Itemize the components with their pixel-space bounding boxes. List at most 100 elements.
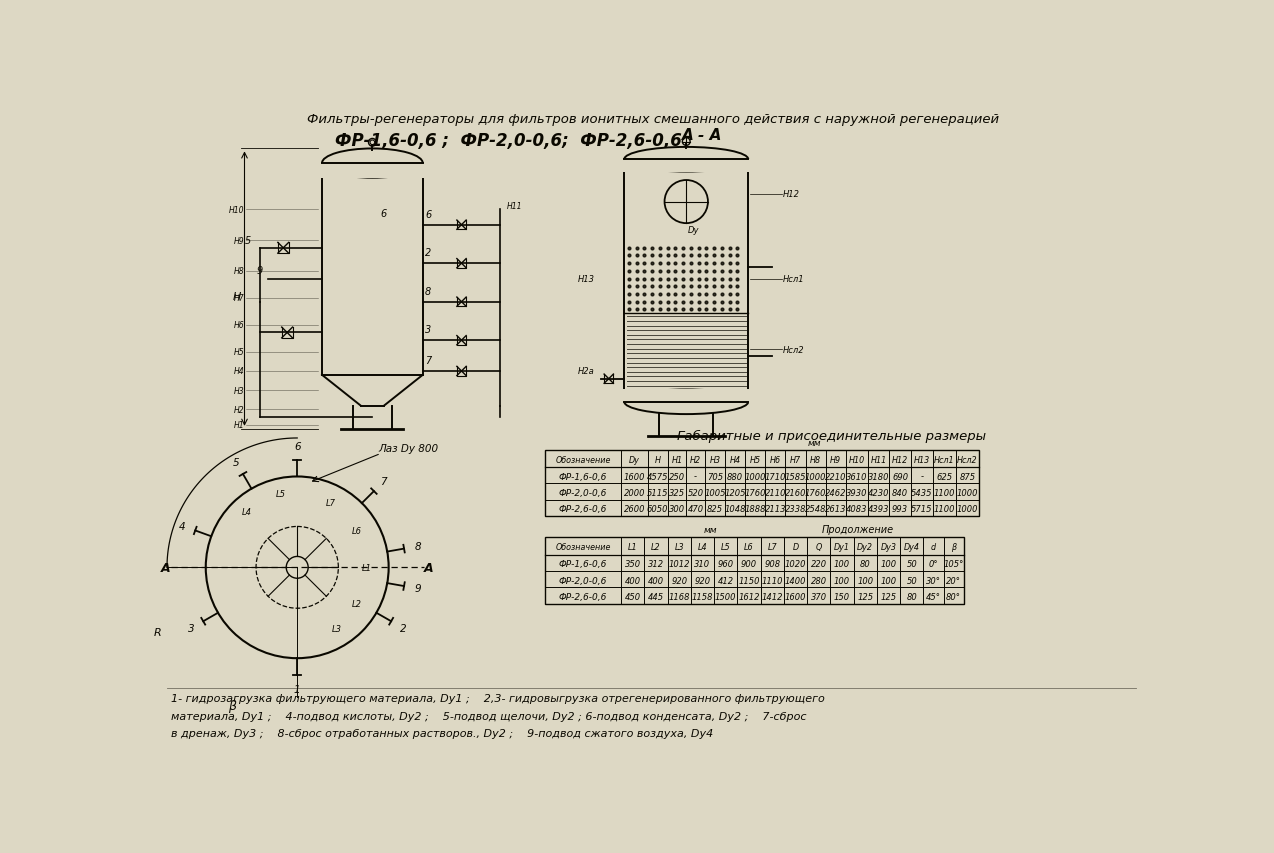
Text: 280: 280 <box>810 576 827 585</box>
Text: H8: H8 <box>810 456 822 464</box>
Text: 2160: 2160 <box>785 488 806 497</box>
Text: 6: 6 <box>426 209 432 219</box>
Text: H6: H6 <box>769 456 781 464</box>
Text: β: β <box>952 543 957 552</box>
Text: 7: 7 <box>381 477 387 487</box>
Text: 80: 80 <box>860 560 870 569</box>
Text: 300: 300 <box>669 504 685 514</box>
Text: 8: 8 <box>426 287 432 296</box>
Text: 2548: 2548 <box>805 504 827 514</box>
Bar <box>623 160 750 172</box>
Text: материала, Dy1 ;    4-подвод кислоты, Dy2 ;    5-подвод щелочи, Dy2 ; 6-подвод к: материала, Dy1 ; 4-подвод кислоты, Dy2 ;… <box>171 711 806 721</box>
Text: H7: H7 <box>790 456 801 464</box>
Text: 1: 1 <box>294 684 301 694</box>
Text: 100: 100 <box>880 560 897 569</box>
Text: H11: H11 <box>870 456 887 464</box>
Bar <box>322 164 423 375</box>
Text: 100: 100 <box>857 576 874 585</box>
Text: H2: H2 <box>691 456 701 464</box>
Text: ФР-2,6-0,6: ФР-2,6-0,6 <box>559 592 608 601</box>
Text: Габаритные и присоединительные размеры: Габаритные и присоединительные размеры <box>678 429 986 443</box>
Text: 4230: 4230 <box>868 488 889 497</box>
Text: Обозначение: Обозначение <box>555 456 610 464</box>
Text: 105°: 105° <box>944 560 964 569</box>
Text: 1012: 1012 <box>669 560 691 569</box>
Text: 1100: 1100 <box>934 488 956 497</box>
Circle shape <box>369 141 375 145</box>
Text: 920: 920 <box>694 576 711 585</box>
Text: 2600: 2600 <box>623 504 645 514</box>
Text: H11: H11 <box>507 201 522 211</box>
Text: 20°: 20° <box>947 576 961 585</box>
Text: Обозначение: Обозначение <box>555 543 610 552</box>
Text: 1585: 1585 <box>785 472 806 481</box>
Text: H4: H4 <box>234 367 245 376</box>
Text: 445: 445 <box>648 592 664 601</box>
Text: 1048: 1048 <box>725 504 745 514</box>
Text: 4393: 4393 <box>868 504 889 514</box>
Text: Hсл1: Hсл1 <box>784 275 805 284</box>
Text: 0°: 0° <box>929 560 938 569</box>
Text: 1005: 1005 <box>705 488 726 497</box>
Text: 1412: 1412 <box>762 592 784 601</box>
Text: H: H <box>655 456 661 464</box>
Text: 1100: 1100 <box>934 504 956 514</box>
Text: 7: 7 <box>426 356 432 365</box>
Text: Hсл2: Hсл2 <box>957 456 978 464</box>
Text: 350: 350 <box>624 560 641 569</box>
Text: Продолжение: Продолжение <box>822 525 894 535</box>
Text: L3: L3 <box>331 624 341 633</box>
Text: 875: 875 <box>959 472 976 481</box>
Text: 1168: 1168 <box>669 592 691 601</box>
Text: 50: 50 <box>906 576 917 585</box>
Bar <box>545 537 963 604</box>
Bar <box>321 164 424 178</box>
Text: 100: 100 <box>834 560 850 569</box>
Text: H10: H10 <box>229 206 245 214</box>
Text: 1205: 1205 <box>725 488 745 497</box>
Text: 80: 80 <box>906 592 917 601</box>
Text: 2: 2 <box>400 624 406 634</box>
Text: 2113: 2113 <box>764 504 786 514</box>
Text: 2: 2 <box>426 247 432 258</box>
Text: -: - <box>694 472 697 481</box>
Text: 100: 100 <box>880 576 897 585</box>
Text: H4: H4 <box>730 456 740 464</box>
Text: мм: мм <box>808 438 820 448</box>
Text: 4083: 4083 <box>846 504 868 514</box>
Text: 325: 325 <box>669 488 685 497</box>
Text: 2210: 2210 <box>826 472 847 481</box>
Text: L5: L5 <box>275 490 285 499</box>
Text: D: D <box>792 543 799 552</box>
Text: Dy4: Dy4 <box>903 543 920 552</box>
Text: ФР-2,0-0,6: ФР-2,0-0,6 <box>559 488 608 497</box>
Text: 3180: 3180 <box>868 472 889 481</box>
Text: 5: 5 <box>246 235 251 246</box>
Text: 993: 993 <box>892 504 908 514</box>
Text: H13: H13 <box>913 456 930 464</box>
Text: 470: 470 <box>688 504 703 514</box>
Text: H8: H8 <box>234 267 245 276</box>
Text: 520: 520 <box>688 488 703 497</box>
Text: d: d <box>931 543 936 552</box>
Text: 1612: 1612 <box>738 592 759 601</box>
Text: H5: H5 <box>749 456 761 464</box>
Text: 705: 705 <box>707 472 722 481</box>
Text: 250: 250 <box>669 472 685 481</box>
Text: H: H <box>232 291 241 301</box>
Text: 125: 125 <box>857 592 874 601</box>
Text: H12: H12 <box>892 456 908 464</box>
Text: β: β <box>228 699 236 712</box>
Text: 1000: 1000 <box>805 472 827 481</box>
Text: мм: мм <box>703 525 717 535</box>
Text: H7: H7 <box>234 294 245 303</box>
Text: 5115: 5115 <box>647 488 669 497</box>
Text: Dy1: Dy1 <box>834 543 850 552</box>
Text: Dy2: Dy2 <box>857 543 873 552</box>
Text: 370: 370 <box>810 592 827 601</box>
Text: 1600: 1600 <box>785 592 806 601</box>
Text: 880: 880 <box>727 472 743 481</box>
Bar <box>623 390 750 403</box>
Text: L7: L7 <box>767 543 777 552</box>
Text: 1158: 1158 <box>692 592 713 601</box>
